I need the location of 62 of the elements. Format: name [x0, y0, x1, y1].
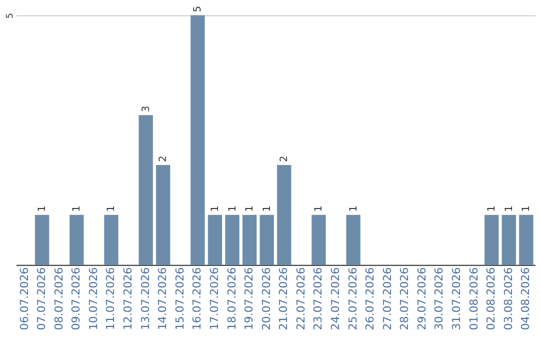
data-label: 1 [227, 206, 238, 212]
bar [484, 214, 499, 265]
x-tick-label: 13.07.2026 [138, 267, 152, 330]
x-tick-label: 06.07.2026 [18, 267, 31, 330]
data-label: 1 [314, 206, 325, 212]
x-tick-label: 17.07.2026 [208, 267, 221, 330]
x-tick-label: 14.07.2026 [156, 267, 170, 330]
x-tick-label: 30.07.2026 [432, 267, 446, 330]
x-tick-label: 15.07.2026 [173, 267, 186, 330]
x-tick-label: 09.07.2026 [70, 267, 83, 330]
x-tick-label: 08.07.2026 [52, 267, 66, 330]
data-label: 1 [348, 206, 360, 212]
data-label: 1 [521, 206, 532, 212]
x-tick-label: 19.07.2026 [242, 267, 256, 330]
data-label: 1 [37, 206, 48, 212]
x-tick-label: 24.07.2026 [329, 267, 342, 330]
data-label: 1 [72, 206, 83, 212]
x-tick-label: 20.07.2026 [260, 267, 273, 330]
data-label: 5 [192, 6, 204, 12]
x-tick-label: 02.08.2026 [484, 267, 498, 330]
data-label: 1 [210, 206, 221, 212]
data-label: 1 [504, 206, 515, 212]
x-tick-label: 28.07.2026 [398, 267, 412, 330]
x-tick-label: 16.07.2026 [190, 267, 204, 330]
x-tick-label: 23.07.2026 [312, 267, 325, 330]
bar [346, 214, 360, 265]
bar [260, 214, 274, 265]
bar [138, 115, 153, 265]
x-tick-label: 01.08.2026 [467, 267, 480, 330]
data-label: 1 [486, 206, 498, 212]
x-tick-label: 04.08.2026 [519, 267, 532, 330]
bar [312, 214, 326, 265]
bar [156, 165, 170, 265]
bar [208, 214, 222, 265]
bar [225, 214, 240, 265]
x-tick-label: 22.07.2026 [294, 267, 308, 330]
bar [519, 214, 534, 265]
x-tick-label: 21.07.2026 [277, 267, 290, 330]
x-tick-label: 27.07.2026 [380, 267, 394, 330]
bar [190, 15, 205, 265]
data-label: 1 [244, 206, 256, 212]
x-tick-label: 03.08.2026 [502, 267, 515, 330]
data-label: 2 [158, 156, 170, 162]
data-label: 2 [279, 156, 290, 162]
bar [242, 214, 257, 265]
x-tick-label: 26.07.2026 [364, 267, 377, 330]
x-tick-label: 31.07.2026 [450, 267, 464, 330]
bar [277, 165, 292, 265]
bar [104, 214, 118, 265]
data-label: 1 [262, 206, 273, 212]
x-tick-label: 18.07.2026 [225, 267, 238, 330]
x-tick-label: 07.07.2026 [35, 267, 48, 330]
x-tick-label: 10.07.2026 [86, 267, 100, 330]
bar [70, 214, 84, 265]
x-tick-label: 25.07.2026 [346, 267, 360, 330]
bar [34, 214, 50, 265]
x-tick-label: 29.07.2026 [415, 267, 428, 330]
x-tick-label: 11.07.2026 [104, 267, 118, 330]
data-label: 1 [106, 206, 118, 212]
bar [502, 214, 516, 265]
x-tick-label: 12.07.2026 [122, 267, 135, 330]
data-label: 3 [140, 106, 152, 112]
